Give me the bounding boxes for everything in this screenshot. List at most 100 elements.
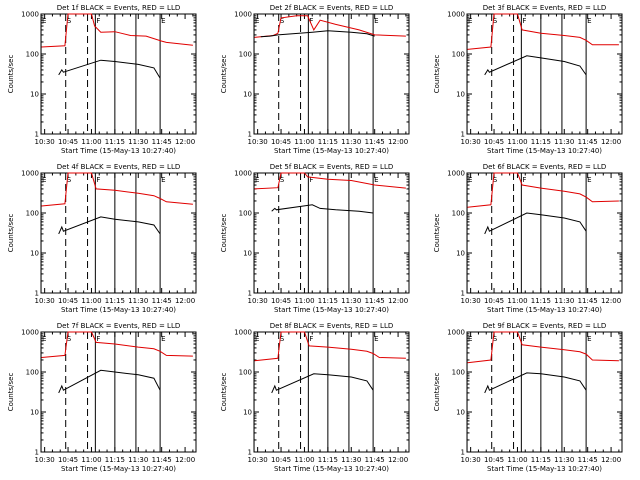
x-tick-label: 10:45 [271,138,291,146]
x-tick-label: 11:45 [578,297,598,305]
event-marker-label: E [255,335,259,343]
events-series-line [484,372,587,394]
event-marker-label: S [67,17,72,25]
event-marker-label: E [587,176,591,184]
panel-title: Det 9f BLACK = Events, RED = LLD [483,322,606,330]
event-marker-label: E [42,176,46,184]
y-tick-label: 10 [456,409,465,417]
panel-title: Det 7f BLACK = Events, RED = LLD [57,322,180,330]
lld-series-line [41,13,193,48]
y-axis-label: Counts/sec [433,214,441,253]
x-tick-label: 10:30 [461,456,481,464]
x-tick-label: 11:15 [531,138,551,146]
y-tick-label: 1000 [21,329,39,337]
y-tick-label: 10 [243,250,252,258]
y-tick-label: 100 [26,369,39,377]
detector-panel: Det 8f BLACK = Events, RED = LLD 1 10 100 10… [220,322,410,473]
y-tick-label: 1 [248,290,252,298]
event-marker-label: E [374,17,378,25]
x-tick-label: 11:45 [578,456,598,464]
x-tick-label: 11:00 [507,138,527,146]
x-tick-label: 11:45 [365,456,385,464]
x-axis-label: Start Time (15-May-13 10:27:40) [274,306,389,314]
y-tick-label: 100 [26,51,39,59]
detector-panel: Det 9f BLACK = Events, RED = LLD 1 10 100 10… [433,322,623,473]
x-tick-label: 12:00 [388,456,408,464]
events-series-line [260,30,375,38]
panel-title: Det 1f BLACK = Events, RED = LLD [57,4,180,12]
event-marker-label: E [42,335,46,343]
event-marker-label: F [309,176,313,184]
x-tick-label: 11:45 [152,138,172,146]
panel-title: Det 8f BLACK = Events, RED = LLD [270,322,393,330]
x-tick-label: 10:45 [271,456,291,464]
x-tick-label: 10:30 [461,297,481,305]
x-tick-label: 11:00 [81,138,101,146]
y-tick-label: 1 [248,449,252,457]
y-tick-label: 10 [30,250,39,258]
y-tick-label: 1000 [21,170,39,178]
panel-title: Det 2f BLACK = Events, RED = LLD [270,4,393,12]
y-tick-label: 1000 [234,11,252,19]
event-marker-label: S [493,176,498,184]
x-tick-label: 11:45 [152,456,172,464]
detector-panel: Det 7f BLACK = Events, RED = LLD 1 10 100 10… [7,322,197,473]
x-tick-label: 11:00 [507,297,527,305]
x-tick-label: 10:45 [484,138,504,146]
x-tick-label: 11:30 [554,297,574,305]
x-tick-label: 11:00 [294,456,314,464]
panel-title: Det 5f BLACK = Events, RED = LLD [270,163,393,171]
y-axis-label: Counts/sec [433,373,441,412]
events-series-line [58,216,161,235]
events-series-line [58,59,161,79]
x-tick-label: 11:15 [318,297,338,305]
panel-title: Det 6f BLACK = Events, RED = LLD [483,163,606,171]
panel-title: Det 4f BLACK = Events, RED = LLD [57,163,180,171]
event-marker-label: S [493,17,498,25]
x-tick-label: 11:00 [294,297,314,305]
y-axis-label: Counts/sec [433,55,441,94]
x-tick-label: 10:45 [58,456,78,464]
event-marker-label: E [42,17,46,25]
detector-panel: Det 5f BLACK = Events, RED = LLD 1 10 100 10… [220,163,410,314]
event-marker-label: S [280,17,285,25]
event-marker-label: F [522,176,526,184]
x-tick-label: 11:15 [531,456,551,464]
y-tick-label: 1000 [447,170,465,178]
y-tick-label: 10 [456,91,465,99]
event-marker-label: E [468,335,472,343]
x-tick-label: 11:15 [318,138,338,146]
events-series-line [484,55,587,76]
events-series-line [484,212,587,235]
lld-series-line [467,13,619,50]
x-tick-label: 11:15 [531,297,551,305]
y-tick-label: 100 [452,51,465,59]
y-tick-label: 1000 [234,329,252,337]
x-tick-label: 11:15 [105,456,125,464]
event-marker-label: S [280,335,285,343]
y-tick-label: 1 [35,290,39,298]
axes-frame [466,13,623,135]
y-tick-label: 1 [35,449,39,457]
detector-panel: Det 3f BLACK = Events, RED = LLD 1 10 100 10… [433,4,623,155]
y-tick-label: 1000 [21,11,39,19]
x-tick-label: 11:15 [318,456,338,464]
x-tick-label: 11:00 [81,297,101,305]
y-tick-label: 100 [239,369,252,377]
x-axis-label: Start Time (15-May-13 10:27:40) [487,465,602,473]
x-tick-label: 11:30 [554,138,574,146]
y-tick-label: 10 [243,91,252,99]
x-tick-label: 12:00 [388,138,408,146]
x-tick-label: 10:30 [35,138,55,146]
x-tick-label: 12:00 [601,456,621,464]
panel-title: Det 3f BLACK = Events, RED = LLD [483,4,606,12]
event-marker-label: F [96,176,100,184]
x-tick-label: 11:45 [578,138,598,146]
event-marker-label: F [522,17,526,25]
y-tick-label: 1 [461,449,465,457]
y-tick-label: 1 [461,290,465,298]
y-tick-label: 100 [452,210,465,218]
event-marker-label: E [161,335,165,343]
y-tick-label: 1 [461,131,465,139]
